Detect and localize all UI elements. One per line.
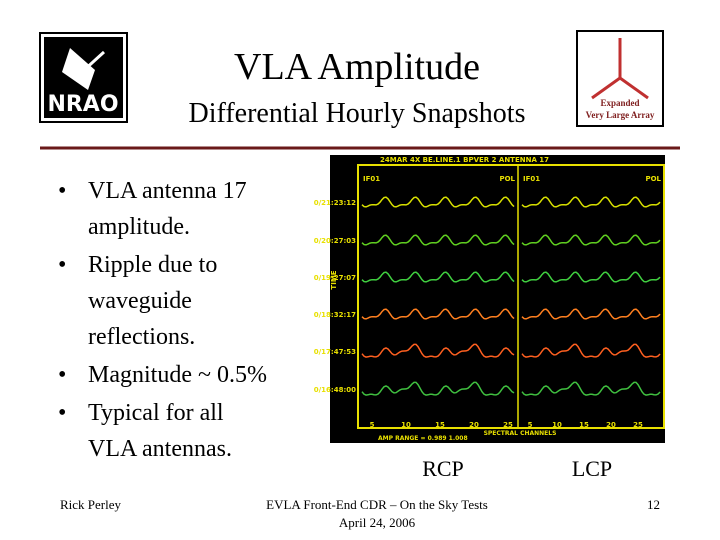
logo-text: Very Large Array (586, 110, 655, 120)
trace (361, 196, 515, 208)
nrao-logo: NRAO (39, 32, 128, 123)
x-tick-label: 20 (469, 421, 479, 429)
plot-image: 24MAR 4X BE.LINE.1 BPVER 2 ANTENNA 17 IF0… (314, 155, 665, 443)
time-label: 0/20:27:03 (314, 237, 356, 245)
trace (521, 308, 661, 320)
trace (361, 271, 515, 283)
panel-if: IF01 (523, 175, 540, 183)
trace (361, 234, 515, 246)
plot-background (330, 155, 665, 443)
trace (361, 381, 515, 396)
caption: RCP (422, 456, 464, 481)
time-label: 0/21:23:12 (314, 199, 356, 207)
trace (521, 343, 661, 358)
time-label: 0/18:32:17 (314, 311, 356, 319)
trace (521, 271, 661, 283)
trace (361, 343, 515, 358)
footer-event: EVLA Front-End CDR – On the Sky Tests (266, 497, 488, 512)
trace (521, 234, 661, 246)
footer-author: Rick Perley (60, 497, 122, 512)
amp-range: AMP RANGE = 0.989 1.008 (378, 435, 468, 442)
bullet-dot: • (58, 252, 66, 278)
plot-frame (357, 164, 665, 429)
title: VLA Amplitude (234, 46, 480, 88)
x-tick-label: 20 (606, 421, 616, 429)
subtitle: Differential Hourly Snapshots (189, 98, 526, 129)
footer-date: April 24, 2006 (339, 515, 416, 530)
time-label: 0/17:47:53 (314, 348, 356, 356)
logo-text: NRAO (47, 92, 118, 117)
bullet-dot: • (58, 400, 66, 426)
evla-logo: Expanded Very Large Array (576, 30, 664, 127)
bullet-text: reflections. (88, 324, 195, 350)
bullet-text: Typical for all (88, 400, 224, 426)
x-tick-label: 25 (633, 421, 643, 429)
bullet-text: amplitude. (88, 214, 190, 240)
plot-header: 24MAR 4X BE.LINE.1 BPVER 2 ANTENNA 17 (380, 156, 549, 164)
x-label: SPECTRAL CHANNELS (484, 430, 557, 437)
x-tick-label: 25 (503, 421, 513, 429)
x-tick-label: 5 (370, 421, 375, 429)
dish-arm (80, 50, 106, 74)
bullet-text: VLA antenna 17 (88, 178, 247, 204)
y-label: TIME (330, 270, 338, 289)
time-label: 0/16:48:00 (314, 386, 356, 394)
arm (591, 76, 621, 100)
page-number: 12 (647, 497, 660, 512)
x-tick-label: 15 (579, 421, 589, 429)
x-tick-label: 15 (435, 421, 445, 429)
panel-pol: POL (645, 175, 661, 183)
trace (521, 381, 661, 396)
bullet-text: VLA antennas. (88, 436, 232, 462)
panel-if: IF01 (363, 175, 380, 183)
bullet-text: Ripple due to (88, 252, 217, 278)
bullet-text: Magnitude ~ 0.5% (88, 362, 267, 388)
caption: LCP (572, 456, 612, 481)
bullet-list: • VLA antenna 17 amplitude. • Ripple due to w… (58, 178, 267, 462)
x-tick-label: 5 (528, 421, 533, 429)
bullet-text: waveguide (88, 288, 192, 314)
time-label: 0/19:27:07 (314, 274, 356, 282)
trace (521, 196, 661, 208)
bullet-dot: • (58, 178, 66, 204)
trace (361, 308, 515, 320)
dish (62, 48, 95, 90)
x-tick-label: 10 (401, 421, 411, 429)
arm (619, 76, 649, 100)
logo-text: Expanded (600, 98, 639, 108)
x-tick-label: 10 (552, 421, 562, 429)
bullet-dot: • (58, 362, 66, 388)
panel-pol: POL (499, 175, 515, 183)
